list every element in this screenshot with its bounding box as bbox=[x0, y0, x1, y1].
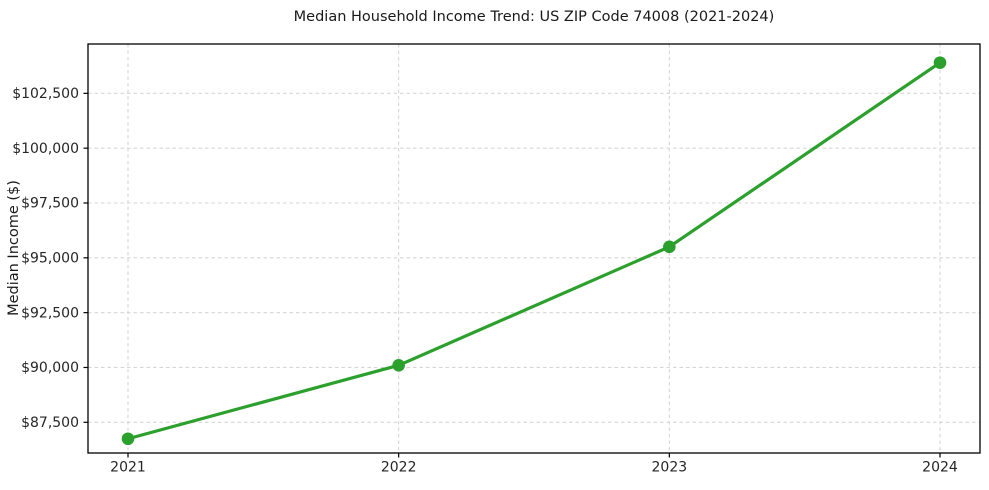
y-tick-label: $87,500 bbox=[21, 415, 79, 431]
x-tick-label: 2022 bbox=[381, 460, 417, 476]
chart-title: Median Household Income Trend: US ZIP Co… bbox=[293, 9, 775, 25]
y-tick-label: $100,000 bbox=[12, 141, 79, 157]
data-point-2021 bbox=[121, 432, 135, 446]
x-tick-label: 2024 bbox=[922, 460, 958, 476]
data-point-2022 bbox=[392, 358, 405, 372]
y-axis-label: Median Income ($) bbox=[6, 180, 22, 316]
y-tick-label: $97,500 bbox=[21, 196, 79, 212]
trend-line bbox=[126, 61, 942, 441]
plot-border bbox=[87, 43, 981, 454]
data-point-2023 bbox=[663, 240, 676, 254]
y-tick-label: $92,500 bbox=[21, 305, 79, 321]
y-tick-label: $102,500 bbox=[12, 86, 79, 102]
plot-background bbox=[88, 44, 980, 453]
x-tick-label: 2023 bbox=[652, 460, 688, 476]
data-point-2024 bbox=[933, 56, 947, 69]
y-tick-label: $90,000 bbox=[21, 360, 79, 376]
x-tick-label: 2021 bbox=[110, 460, 146, 476]
y-tick-label: $95,000 bbox=[21, 250, 79, 266]
